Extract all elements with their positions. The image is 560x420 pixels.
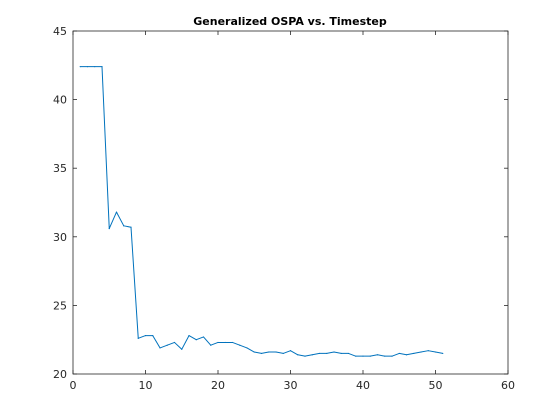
x-tick-label: 50: [429, 379, 443, 392]
y-tick-label: 30: [53, 231, 67, 244]
data-point: [195, 339, 197, 341]
data-point: [369, 355, 371, 357]
data-point: [318, 352, 321, 355]
data-point: [130, 226, 132, 228]
data-point: [282, 352, 284, 355]
x-tick-label: 0: [70, 379, 77, 392]
data-point: [173, 341, 176, 344]
data-point: [159, 347, 161, 349]
chart-title: Generalized OSPA vs. Timestep: [193, 15, 387, 28]
data-point: [376, 354, 379, 356]
data-point: [442, 352, 444, 355]
x-tick-label: 30: [284, 379, 298, 392]
data-point: [333, 351, 335, 353]
data-point: [108, 227, 110, 230]
data-point: [260, 352, 263, 355]
data-point: [355, 355, 357, 357]
data-point: [217, 341, 219, 344]
plot-area: [72, 30, 509, 375]
data-point: [239, 344, 241, 346]
data-point: [79, 66, 81, 68]
data-point: [347, 352, 350, 355]
x-tick-label: 40: [356, 379, 370, 392]
data-point: [246, 347, 248, 349]
data-point: [166, 344, 168, 346]
data-point: [152, 334, 154, 337]
data-point: [398, 352, 400, 355]
data-point: [384, 355, 386, 357]
data-point: [144, 334, 147, 337]
y-tick-label: 35: [53, 162, 67, 175]
data-point: [188, 334, 190, 337]
x-tick-label: 60: [501, 379, 515, 392]
data-point: [304, 355, 306, 357]
data-point: [340, 352, 342, 355]
data-point: [420, 351, 422, 353]
y-tick-label: 25: [53, 299, 67, 312]
data-point: [137, 337, 139, 339]
data-point: [413, 352, 415, 355]
data-point: [224, 341, 226, 344]
data-point: [210, 344, 212, 346]
data-point: [202, 336, 205, 338]
data-point: [86, 66, 89, 68]
data-point: [362, 355, 364, 357]
data-point: [289, 350, 292, 352]
y-tick-label: 45: [53, 25, 67, 38]
data-point: [101, 66, 103, 68]
data-point: [326, 352, 328, 355]
data-point: [115, 211, 118, 213]
series-points: [79, 66, 444, 357]
data-point: [231, 341, 234, 344]
data-point: [181, 348, 183, 350]
data-point: [427, 350, 429, 352]
data-point: [94, 66, 96, 68]
data-point: [434, 351, 437, 353]
y-axis: 20 25 30 35 40 45: [53, 25, 508, 381]
x-tick-label: 20: [211, 379, 225, 392]
data-point: [123, 225, 125, 227]
x-axis: 0 10 20 30 40 50 60: [70, 31, 515, 392]
data-point: [405, 354, 408, 356]
data-point: [297, 354, 299, 356]
data-point: [391, 355, 393, 357]
data-point: [253, 351, 255, 353]
x-tick-label: 10: [139, 379, 153, 392]
y-tick-label: 20: [53, 368, 67, 381]
y-tick-label: 40: [53, 94, 67, 107]
data-point: [268, 351, 270, 353]
data-point: [311, 354, 313, 356]
data-point: [275, 351, 277, 353]
